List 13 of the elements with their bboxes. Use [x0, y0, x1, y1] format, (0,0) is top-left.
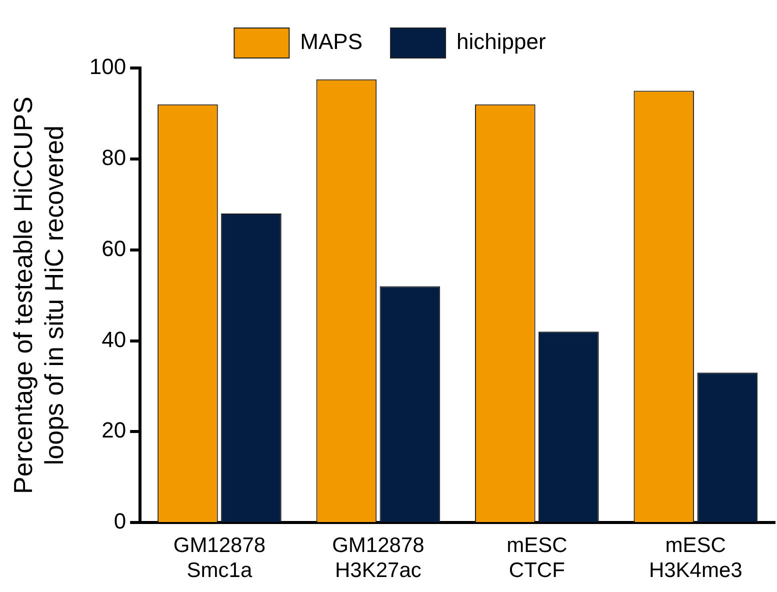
y-tick-label: 40	[102, 326, 126, 352]
x-tick-label: GM12878 H3K27ac	[332, 534, 424, 582]
y-tick-label: 0	[114, 508, 126, 534]
legend-label: MAPS	[300, 29, 363, 54]
x-tick-label: mESC H3K4me3	[648, 534, 742, 582]
y-tick-label: 60	[102, 236, 126, 261]
y-tick-label: 80	[102, 144, 126, 170]
y-tick-label: 20	[102, 418, 126, 443]
y-tick-label: 100	[89, 54, 126, 80]
x-tick-label: mESC CTCF	[506, 534, 568, 582]
x-tick-label: GM12878 Smc1a	[173, 534, 266, 582]
legend-label: hichipper	[456, 29, 546, 54]
y-axis-title: Percentage of testeable HiCCUPS loops of in situ HiC recovered	[8, 96, 69, 494]
